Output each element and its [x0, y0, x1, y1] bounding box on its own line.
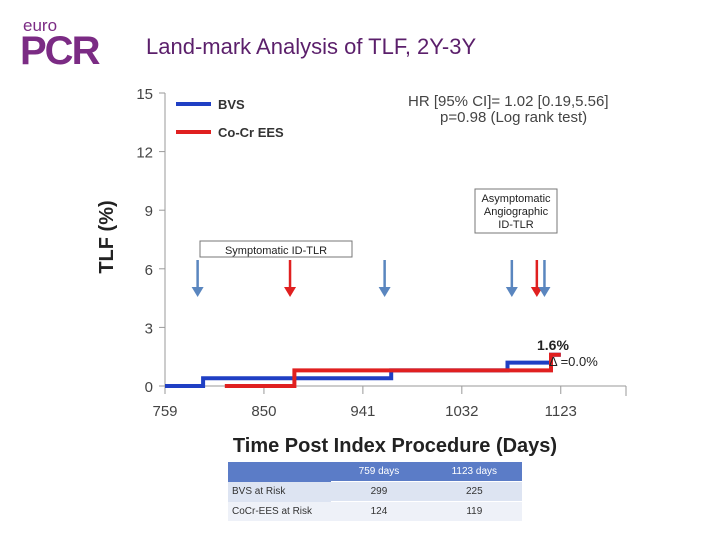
risk-row-value: 119 [426, 501, 522, 521]
series-line-co-cr-ees [224, 352, 561, 388]
legend-label: BVS [218, 97, 245, 112]
risk-row-value: 299 [331, 481, 427, 502]
x-axis-title: Time Post Index Procedure (Days) [233, 435, 557, 457]
risk-table-header-759: 759 days [331, 462, 427, 482]
risk-table-header-row: 759 days 1123 days [228, 462, 522, 482]
chart-series [165, 352, 561, 388]
chart-labels: Time Post Index Procedure (Days) TLF (%) B… [96, 93, 609, 457]
risk-table-header-blank [228, 462, 332, 482]
y-tick-label: 12 [136, 145, 153, 162]
event-arrows [191, 260, 551, 297]
legend-label: Co-Cr EES [218, 125, 284, 140]
x-tick-label: 759 [152, 403, 177, 420]
event-arrow-head [378, 287, 391, 297]
p-value-text: p=0.98 (Log rank test) [440, 109, 587, 126]
asymptomatic-label-line: Asymptomatic [481, 193, 551, 205]
x-tick-label: 1032 [445, 403, 478, 420]
y-tick-label: 3 [145, 320, 153, 337]
asymptomatic-box [474, 188, 558, 234]
logo-pcr-text: PCR [20, 29, 100, 73]
asymptomatic-label-line: Angiographic [484, 206, 549, 218]
event-arrow-head [538, 287, 551, 297]
x-tick-label: 850 [251, 403, 276, 420]
x-tick-label: 1123 [545, 403, 577, 420]
risk-row-value: 124 [331, 501, 427, 521]
chart-axes: 0 3 6 9 12 15 759 850 941 1032 1123 [136, 86, 627, 420]
event-arrow-head [191, 287, 204, 297]
logo-euro-text: euro [23, 16, 58, 35]
hr-text: HR [95% CI]= 1.02 [0.19,5.56] [408, 93, 609, 110]
event-arrow-head [530, 287, 543, 297]
risk-row-label: CoCr-EES at Risk [228, 501, 332, 521]
risk-table: 759 days 1123 days BVS at Risk 299 225 C… [228, 462, 522, 521]
asymptomatic-label-line: ID-TLR [498, 219, 534, 231]
symptomatic-label: Symptomatic ID-TLR [225, 245, 327, 257]
end-rate-label: 1.6% [537, 337, 569, 353]
europcr-logo: euro PCR [20, 16, 102, 73]
y-tick-label: 9 [145, 203, 153, 220]
symptomatic-box [199, 240, 353, 258]
y-tick-label: 0 [145, 379, 153, 396]
event-arrow-head [284, 287, 297, 297]
risk-row-label: BVS at Risk [228, 481, 332, 502]
x-tick-label: 941 [350, 403, 375, 420]
risk-table-header-1123: 1123 days [426, 462, 522, 482]
delta-label: Δ =0.0% [549, 354, 598, 369]
y-tick-label: 15 [136, 86, 153, 103]
risk-row-value: 225 [426, 481, 522, 502]
risk-table-row-cocr: CoCr-EES at Risk 124 119 [228, 501, 522, 521]
event-arrow-head [505, 287, 518, 297]
y-tick-label: 6 [145, 262, 153, 279]
risk-table-row-bvs: BVS at Risk 299 225 [228, 481, 522, 502]
y-axis-title: TLF (%) [96, 200, 118, 273]
slide-title: Land-mark Analysis of TLF, 2Y-3Y [146, 34, 477, 59]
